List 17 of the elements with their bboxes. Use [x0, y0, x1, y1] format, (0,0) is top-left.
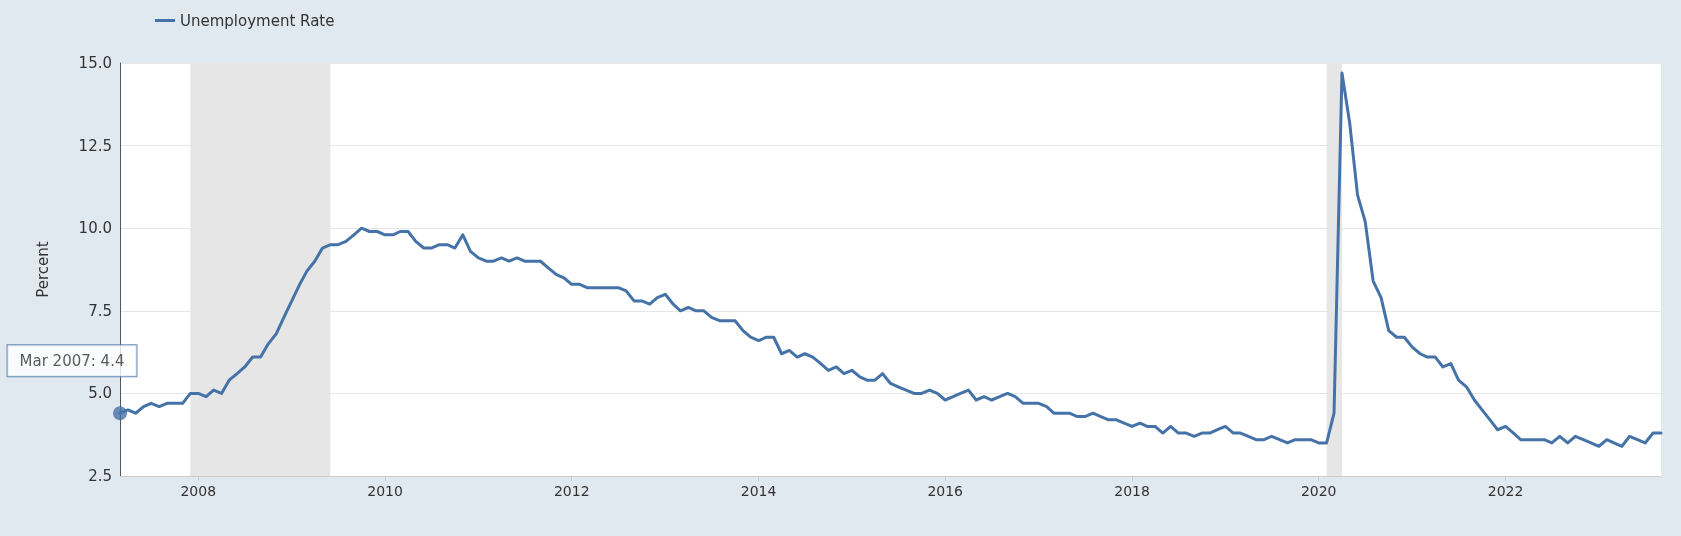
x-tick-label: 2012 [553, 483, 590, 499]
y-axis-title: Percent [33, 241, 52, 298]
y-tick-label: 5.0 [88, 384, 112, 403]
y-tick-label: 12.5 [78, 136, 112, 155]
x-tick-label: 2018 [1114, 483, 1150, 499]
x-tick-label: 2010 [367, 483, 403, 499]
legend-label: Unemployment Rate [180, 11, 335, 30]
x-tick-label: 2014 [740, 483, 777, 499]
x-tick-label: 2020 [1300, 483, 1337, 499]
y-tick-label: 2.5 [88, 467, 112, 485]
y-tick-label: 7.5 [88, 301, 112, 320]
x-tick-label: 2016 [927, 483, 964, 499]
annotation: Mar 2007: 4.4 [19, 351, 125, 370]
x-tick-label: 2022 [1487, 483, 1524, 499]
y-tick-label: 15.0 [78, 54, 112, 72]
x-tick-label: 2008 [180, 483, 217, 499]
y-tick-label: 10.0 [78, 219, 112, 238]
